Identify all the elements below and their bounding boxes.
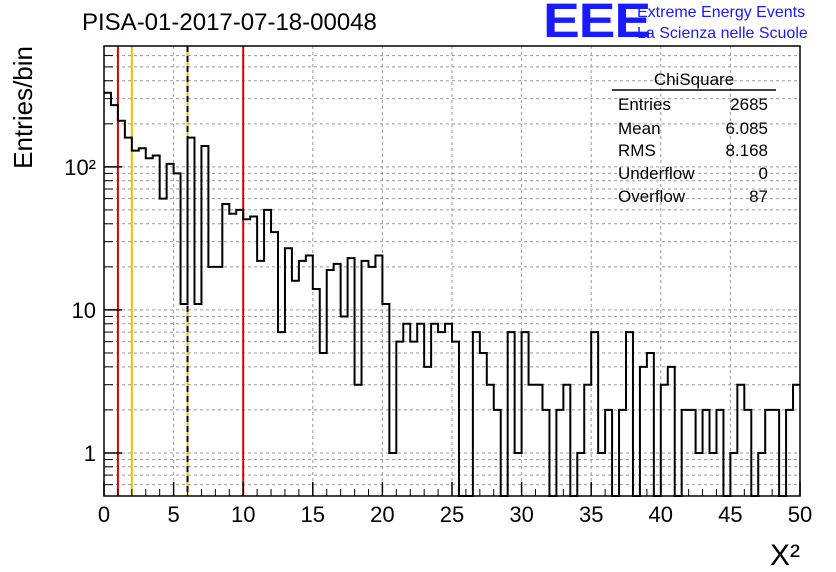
x-tick-label: 35: [579, 502, 603, 527]
stats-label-entries: Entries: [618, 95, 671, 114]
x-tick-label: 50: [788, 502, 812, 527]
stats-title: ChiSquare: [654, 70, 734, 89]
y-tick-label: 10²: [64, 155, 96, 180]
stats-value-overflow: 87: [749, 187, 768, 206]
eee-logo: EEE Extreme Energy Events La Scienza nel…: [543, 0, 833, 48]
x-tick-label: 45: [718, 502, 742, 527]
y-tick-label: 10: [72, 298, 96, 323]
logo-line-2: La Scienza nelle Scuole: [637, 25, 808, 42]
stats-value-rms: 8.168: [725, 141, 768, 160]
x-tick-label: 40: [649, 502, 673, 527]
x-tick-label: 30: [509, 502, 533, 527]
axis-labels: 0 5 10 15 20 25 30 35 40 45 50 1 10 10² X² Entries/bin: [8, 46, 812, 572]
x-tick-label: 5: [167, 502, 179, 527]
stats-label-mean: Mean: [618, 119, 661, 138]
stats-value-entries: 2685: [730, 95, 768, 114]
y-axis-label: Entries/bin: [8, 46, 38, 169]
y-tick-label: 1: [84, 441, 96, 466]
x-tick-label: 0: [98, 502, 110, 527]
stats-label-rms: RMS: [618, 141, 656, 160]
stats-box: ChiSquare Entries 2685 Mean 6.085 RMS 8.…: [612, 70, 776, 206]
stats-label-underflow: Underflow: [618, 164, 695, 183]
logo-mark: EEE: [543, 0, 651, 48]
x-tick-label: 25: [440, 502, 464, 527]
stats-value-mean: 6.085: [725, 119, 768, 138]
run-title: PISA-01-2017-07-18-00048: [82, 9, 377, 36]
stats-value-underflow: 0: [759, 164, 768, 183]
logo-line-1: Extreme Energy Events: [637, 4, 806, 21]
x-tick-label: 15: [301, 502, 325, 527]
stats-label-overflow: Overflow: [618, 187, 686, 206]
x-tick-label: 20: [370, 502, 394, 527]
x-axis-label: X²: [770, 539, 800, 572]
axis-ticks: [103, 45, 801, 497]
x-tick-label: 10: [231, 502, 255, 527]
